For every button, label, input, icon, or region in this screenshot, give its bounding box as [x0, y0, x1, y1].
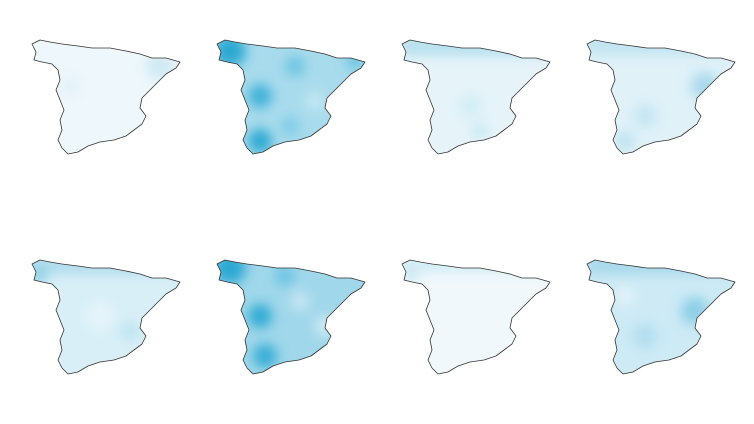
- map: [216, 259, 366, 375]
- map: [216, 39, 366, 155]
- map: [31, 39, 181, 155]
- map: [586, 39, 736, 155]
- map: [401, 39, 551, 155]
- map: [586, 259, 736, 375]
- map: [31, 259, 181, 375]
- map: [401, 259, 551, 375]
